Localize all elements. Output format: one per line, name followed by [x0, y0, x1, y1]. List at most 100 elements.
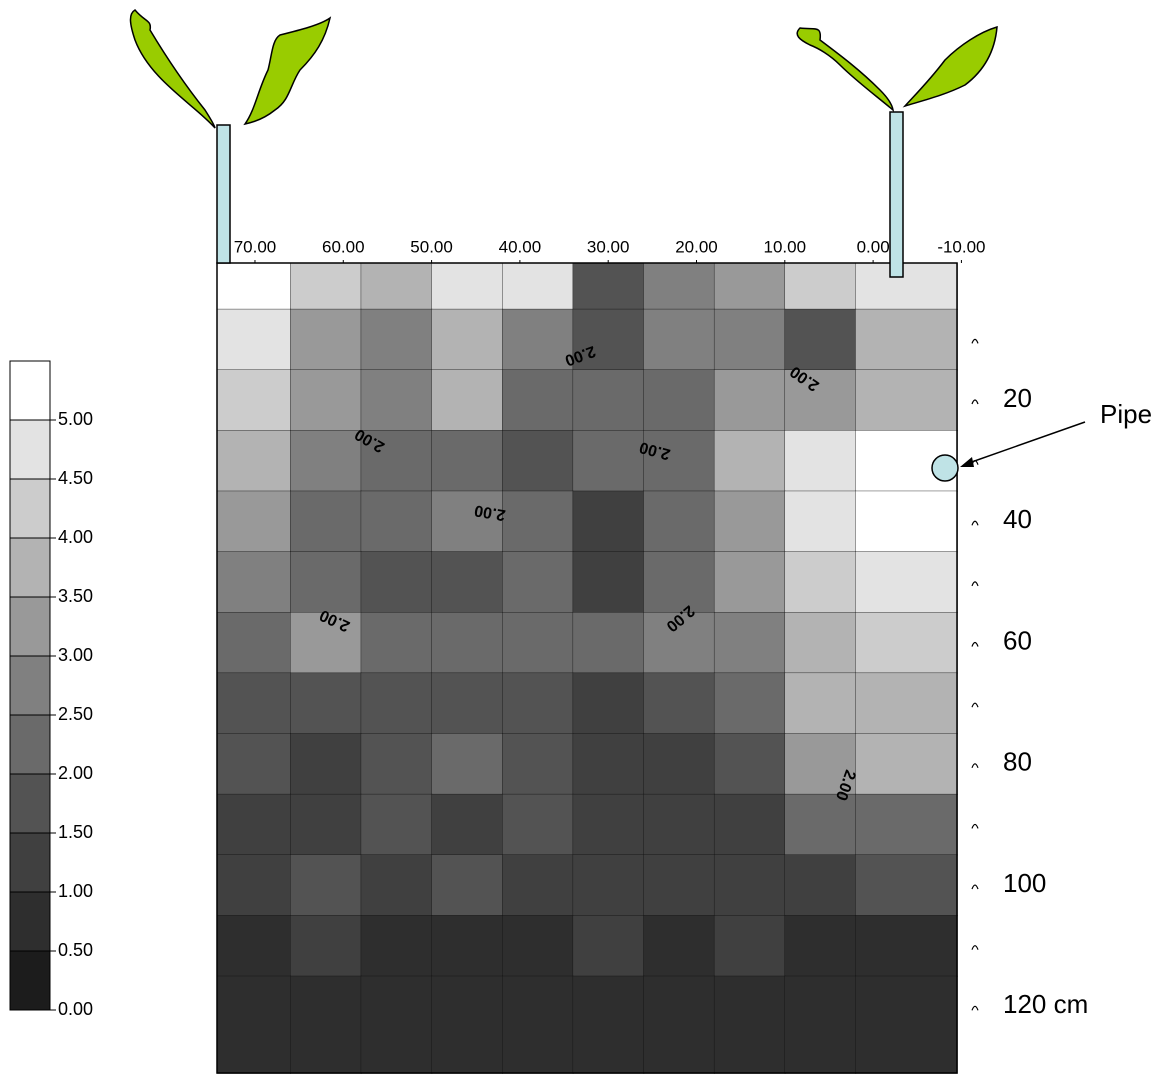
contour-cell: [431, 551, 503, 613]
pipe-stem: [216, 124, 231, 264]
contour-cell: [855, 490, 958, 553]
y-tick-label: 40: [1003, 504, 1032, 534]
contour-cell: [431, 854, 503, 917]
legend-swatch: [9, 950, 51, 1011]
legend-swatch: [9, 537, 51, 598]
legend-swatch: [9, 478, 51, 539]
contour-cell: [502, 915, 574, 977]
legend-label: 1.50: [58, 822, 93, 842]
legend-label: 4.50: [58, 468, 93, 488]
x-tick-label: 70.00: [234, 237, 277, 256]
pipe-stem: [889, 111, 904, 278]
contour-cell: [784, 430, 857, 492]
contour-cell: [290, 308, 362, 371]
contour-cell: [216, 854, 291, 917]
contour-cell: [431, 733, 503, 795]
contour-cell: [360, 915, 433, 977]
contour-cell: [713, 308, 786, 371]
y-tick-label: 120 cm: [1003, 989, 1088, 1019]
contour-cell: [502, 975, 574, 1074]
contour-cell: [713, 612, 786, 674]
arrow-head: [960, 457, 974, 467]
y-minor-tick: [971, 338, 979, 344]
contour-cell: [855, 915, 958, 977]
contour-cell: [713, 975, 786, 1074]
contour-cell: [784, 369, 857, 432]
contour-cell: [502, 612, 574, 674]
contour-cell: [360, 612, 433, 674]
legend-swatch: [9, 832, 51, 893]
contour-cell: [572, 854, 645, 917]
contour-cell: [216, 369, 291, 432]
contour-cell: [431, 915, 503, 977]
x-tick-label: 20.00: [675, 237, 718, 256]
contour-cell: [431, 672, 503, 735]
y-minor-tick: [971, 945, 979, 950]
contour-cell: [643, 369, 715, 432]
contour-cell: [290, 430, 362, 492]
contour-cell: [290, 551, 362, 613]
contour-cell: [431, 262, 503, 310]
contour-cell: [713, 490, 786, 553]
contour-cell: [713, 551, 786, 613]
contour-cell: [431, 490, 503, 553]
y-tick-label: 80: [1003, 747, 1032, 777]
contour-cell: [216, 793, 291, 856]
contour-cell: [643, 612, 715, 674]
contour-cell: [713, 430, 786, 492]
contour-cell: [502, 262, 574, 310]
contour-cell: [216, 430, 291, 492]
contour-cell: [784, 733, 857, 795]
contour-cell: [290, 854, 362, 917]
legend-label: 1.00: [58, 881, 93, 901]
contour-cell: [643, 854, 715, 917]
contour-cell: [784, 612, 857, 674]
contour-cell: [290, 672, 362, 735]
contour-cell: [216, 733, 291, 795]
contour-cell: [784, 915, 857, 977]
contour-cell: [643, 975, 715, 1074]
y-minor-tick: [971, 460, 979, 465]
y-tick: [971, 641, 979, 647]
contour-cell: [290, 915, 362, 977]
legend-label: 3.00: [58, 645, 93, 665]
y-tick-label: 60: [1003, 625, 1032, 655]
legend-label: 0.50: [58, 940, 93, 960]
contour-cell: [216, 612, 291, 674]
pipe-circle: [931, 454, 959, 482]
contour-cell: [572, 308, 645, 371]
legend-swatch: [9, 419, 51, 480]
contour-cell: [360, 262, 433, 310]
contour-cell: [502, 369, 574, 432]
contour-cell: [784, 854, 857, 917]
legend-swatch: [9, 891, 51, 952]
contour-cell: [431, 430, 503, 492]
contour-cell: [290, 793, 362, 856]
contour-cell: [572, 369, 645, 432]
y-tick: [971, 884, 979, 890]
y-minor-tick: [971, 581, 979, 587]
contour-cell: [784, 975, 857, 1074]
legend-swatch: [9, 655, 51, 716]
x-tick-label: 60.00: [322, 237, 365, 256]
legend-label: 5.00: [58, 409, 93, 429]
contour-cell: [855, 672, 958, 735]
x-tick-label: 0.00: [857, 237, 890, 256]
x-tick-label: 40.00: [499, 237, 542, 256]
plot-frame: [216, 262, 958, 1074]
contour-cell: [360, 733, 433, 795]
contour-cell: [784, 672, 857, 735]
legend-label: 2.50: [58, 704, 93, 724]
contour-cell: [360, 975, 433, 1074]
y-tick-label: 100: [1003, 868, 1046, 898]
legend-label: 2.00: [58, 763, 93, 783]
contour-cell: [572, 672, 645, 735]
contour-cell: [855, 308, 958, 371]
y-tick: [971, 763, 979, 769]
legend-swatch: [9, 596, 51, 657]
x-tick-label: 30.00: [587, 237, 630, 256]
contour-cell: [572, 262, 645, 310]
contour-field: [216, 262, 958, 1074]
contour-cell: [713, 854, 786, 917]
